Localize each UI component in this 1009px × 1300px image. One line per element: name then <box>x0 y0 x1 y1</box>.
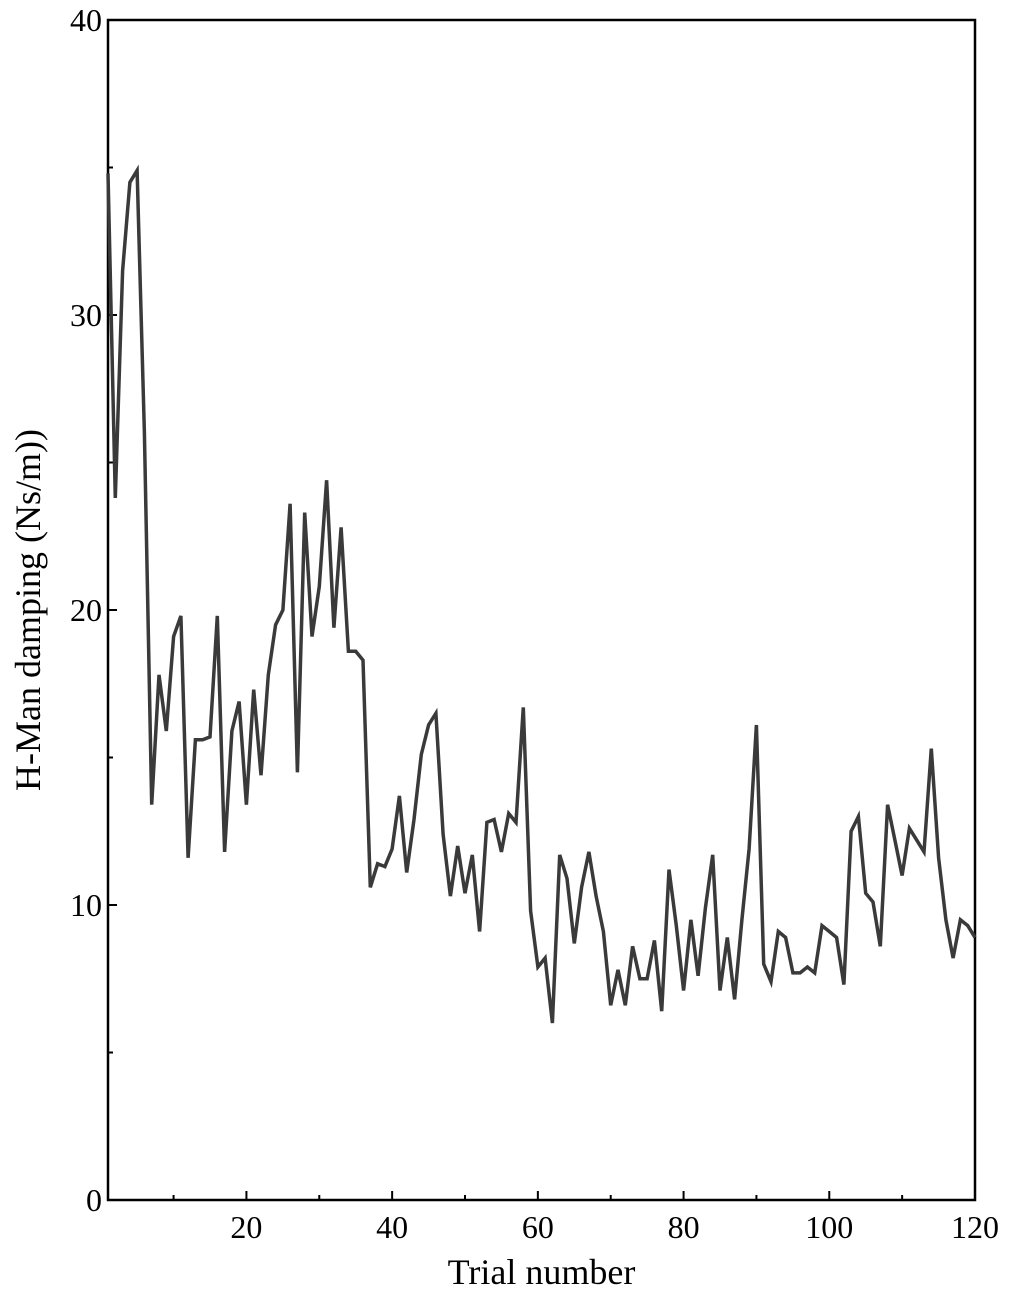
x-axis-ticks: 20 40 60 80 100 120 <box>230 1191 999 1245</box>
y-tick-label: 0 <box>86 1182 102 1218</box>
y-axis-title: H-Man damping (Ns/m)) <box>8 429 48 791</box>
x-tick-label: 100 <box>805 1209 853 1245</box>
y-tick-label: 10 <box>70 887 102 923</box>
damping-series-line <box>106 164 977 1024</box>
y-axis-ticks: 0 10 20 30 40 <box>70 2 117 1218</box>
x-tick-label: 60 <box>522 1209 554 1245</box>
y-tick-label: 20 <box>70 592 102 628</box>
plot-border <box>106 18 977 1202</box>
y-tick-label: 40 <box>70 2 102 38</box>
x-tick-label: 120 <box>951 1209 999 1245</box>
x-tick-label: 20 <box>230 1209 262 1245</box>
y-tick-label: 30 <box>70 297 102 333</box>
plot-frame <box>106 18 977 1202</box>
x-axis-title: Trial number <box>448 1252 636 1292</box>
x-tick-label: 80 <box>668 1209 700 1245</box>
x-tick-label: 40 <box>376 1209 408 1245</box>
minor-ticks <box>108 166 904 1200</box>
